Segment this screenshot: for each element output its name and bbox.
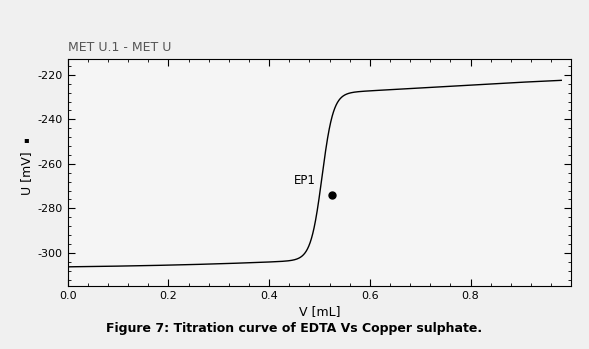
Text: Figure 7: Titration curve of EDTA Vs Copper sulphate.: Figure 7: Titration curve of EDTA Vs Cop… [107,322,482,335]
Y-axis label: U [mV]: U [mV] [21,151,34,195]
Text: ▪: ▪ [24,135,29,144]
X-axis label: V [mL]: V [mL] [299,305,340,318]
Text: EP1: EP1 [294,174,316,187]
Text: MET U.1 - MET U: MET U.1 - MET U [68,41,171,54]
